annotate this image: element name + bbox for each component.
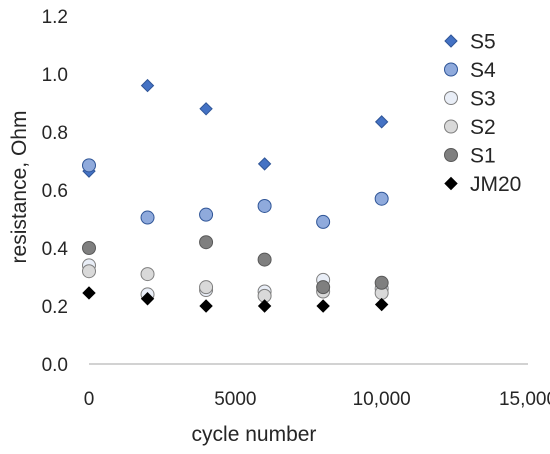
series-s4 [82,158,389,229]
data-point-s4 [199,207,214,222]
x-axis: 0 5000 10,000 15,000 [84,363,550,410]
data-point-s1 [257,252,272,267]
data-point-jm20 [374,297,389,312]
data-point-s1 [374,275,389,290]
series-s1 [82,235,389,295]
data-point-jm20 [140,292,155,306]
legend: S5 S4 S3 S2 S1 JM20 [444,31,521,196]
data-point-s4 [82,158,96,173]
x-axis-title: cycle number [192,423,317,446]
y-axis: 0.0 0.2 0.4 0.6 0.8 1.0 1.2 [42,7,69,376]
y-tick-label: 0.8 [42,123,68,144]
y-tick-label: 0.6 [42,181,68,202]
legend-marker-s5 [444,34,458,48]
legend-marker-s3 [444,91,458,105]
y-tick-label: 0.4 [42,239,69,260]
data-point-jm20 [316,299,330,313]
y-axis-title: resistance, Ohm [8,111,31,264]
data-point-s1 [199,235,214,250]
y-tick-label: 0.2 [42,297,68,318]
series-s3 [82,258,389,302]
data-point-s2 [140,267,155,282]
legend-label-s5: S5 [470,31,496,54]
data-point-s4 [257,198,272,213]
data-point-s4 [374,191,389,206]
data-point-s2 [199,280,214,295]
data-point-s5 [140,78,155,93]
legend-label-s4: S4 [470,59,496,82]
data-point-s2 [82,264,96,279]
data-point-s5 [257,157,272,171]
data-point-s1 [82,241,96,255]
series-s5 [82,78,389,178]
y-tick-label: 0.0 [42,355,68,376]
data-point-s4 [316,214,331,229]
data-point-jm20 [82,286,96,300]
legend-label-s1: S1 [470,145,496,168]
legend-marker-s1 [444,148,458,162]
data-point-s5 [374,115,389,129]
x-tick-label: 5000 [214,389,256,410]
data-point-s4 [140,210,155,225]
y-tick-label: 1.2 [42,7,68,28]
y-tick-label: 1.0 [42,65,68,86]
legend-label-s2: S2 [470,116,496,139]
series-s2 [82,264,389,303]
x-tick-label: 0 [84,389,95,410]
legend-marker-s4 [444,62,458,77]
x-tick-label: 10,000 [353,389,411,410]
data-points [82,78,389,313]
data-point-s5 [199,102,213,116]
legend-marker-jm20 [444,176,458,191]
x-tick-label: 15,000 [499,389,550,410]
series-jm20 [82,286,389,313]
legend-label-jm20: JM20 [470,173,521,196]
legend-label-s3: S3 [470,88,496,111]
data-point-jm20 [257,299,272,313]
data-point-jm20 [199,299,213,313]
legend-marker-s2 [444,119,458,134]
data-point-s1 [316,280,331,295]
